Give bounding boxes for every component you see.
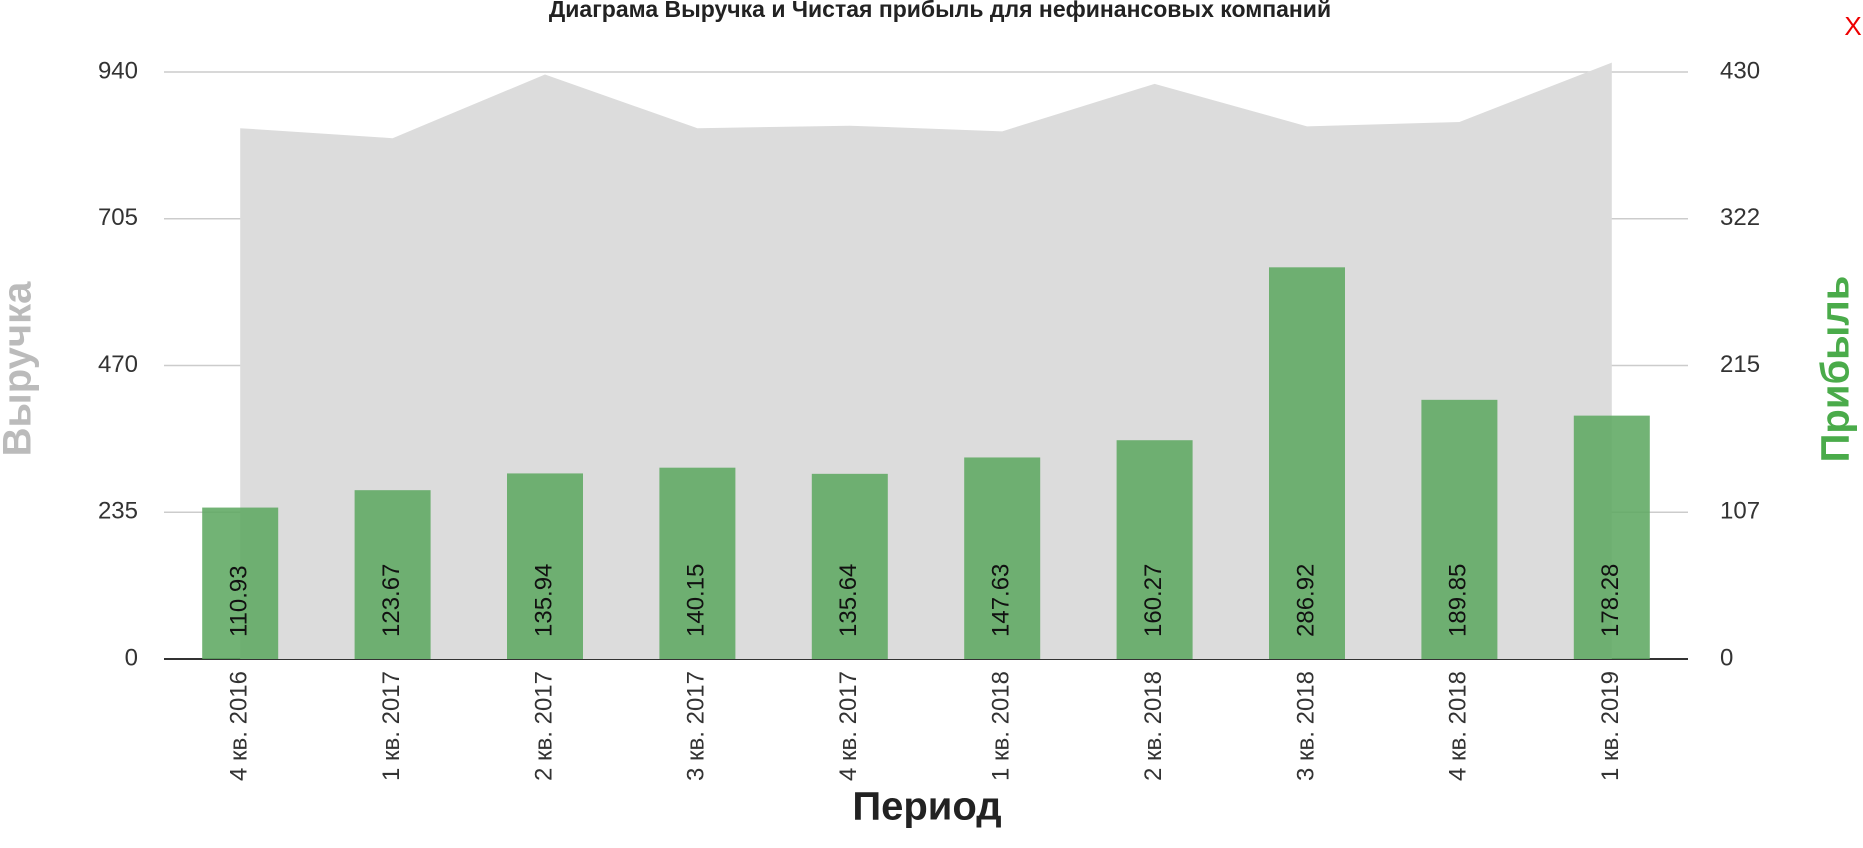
x-tick-label: 1 кв. 2018 xyxy=(988,671,1015,781)
bar-value-label: 110.93 xyxy=(226,565,253,637)
bar xyxy=(1116,440,1193,659)
y-tick-label: 940 xyxy=(98,57,138,84)
bar-value-label: 178.28 xyxy=(1597,564,1624,637)
y2-tick-label: 107 xyxy=(1720,498,1760,525)
x-tick-label: 1 кв. 2019 xyxy=(1597,671,1624,781)
x-tick-label: 4 кв. 2016 xyxy=(226,671,253,781)
x-axis-title: Период xyxy=(852,785,1001,829)
bar xyxy=(1573,415,1650,659)
x-tick-label: 2 кв. 2018 xyxy=(1140,671,1167,781)
x-tick-label: 3 кв. 2017 xyxy=(683,671,710,781)
bar-value-label: 123.67 xyxy=(378,564,405,637)
bar-value-label: 135.94 xyxy=(530,564,557,637)
bar-value-label: 286.92 xyxy=(1292,564,1319,637)
y-axis-title: Выручка xyxy=(0,281,40,456)
bar xyxy=(964,457,1041,659)
revenue-area xyxy=(240,62,1612,659)
y2-tick-label: 430 xyxy=(1720,57,1760,84)
bar xyxy=(1269,267,1345,659)
y2-axis-title: Прибыль xyxy=(1814,276,1858,463)
bar xyxy=(202,507,279,659)
y2-tick-label: 322 xyxy=(1720,204,1760,231)
close-button[interactable]: X xyxy=(1844,11,1861,41)
bar xyxy=(507,473,583,659)
y-tick-label: 705 xyxy=(98,204,138,231)
bar xyxy=(354,490,431,659)
y-tick-label: 470 xyxy=(98,351,138,378)
bar-value-label: 189.85 xyxy=(1445,564,1472,637)
y2-tick-label: 0 xyxy=(1720,644,1733,671)
bar-value-label: 135.64 xyxy=(835,564,862,637)
y2-tick-label: 215 xyxy=(1720,351,1760,378)
bar-value-label: 160.27 xyxy=(1140,564,1167,637)
x-tick-label: 2 кв. 2017 xyxy=(530,671,557,781)
labels: 0 235 470 705 940 0 107 215 322 430 4 кв. 2016 1 кв… xyxy=(98,57,1760,781)
bar xyxy=(659,467,736,659)
bar-value-label: 140.15 xyxy=(683,564,710,637)
x-tick-label: 4 кв. 2018 xyxy=(1445,671,1472,781)
chart-title: Диаграма Выручка и Чистая прибыль для не… xyxy=(549,0,1331,22)
x-tick-label: 1 кв. 2017 xyxy=(378,671,405,781)
plot xyxy=(202,62,1650,659)
bar xyxy=(811,473,888,659)
bar-value-label: 147.63 xyxy=(988,564,1015,637)
x-tick-label: 4 кв. 2017 xyxy=(835,671,862,781)
y-tick-label: 0 xyxy=(125,644,138,671)
x-tick-label: 3 кв. 2018 xyxy=(1292,671,1319,781)
bar xyxy=(1421,399,1498,659)
y-tick-label: 235 xyxy=(98,498,138,525)
